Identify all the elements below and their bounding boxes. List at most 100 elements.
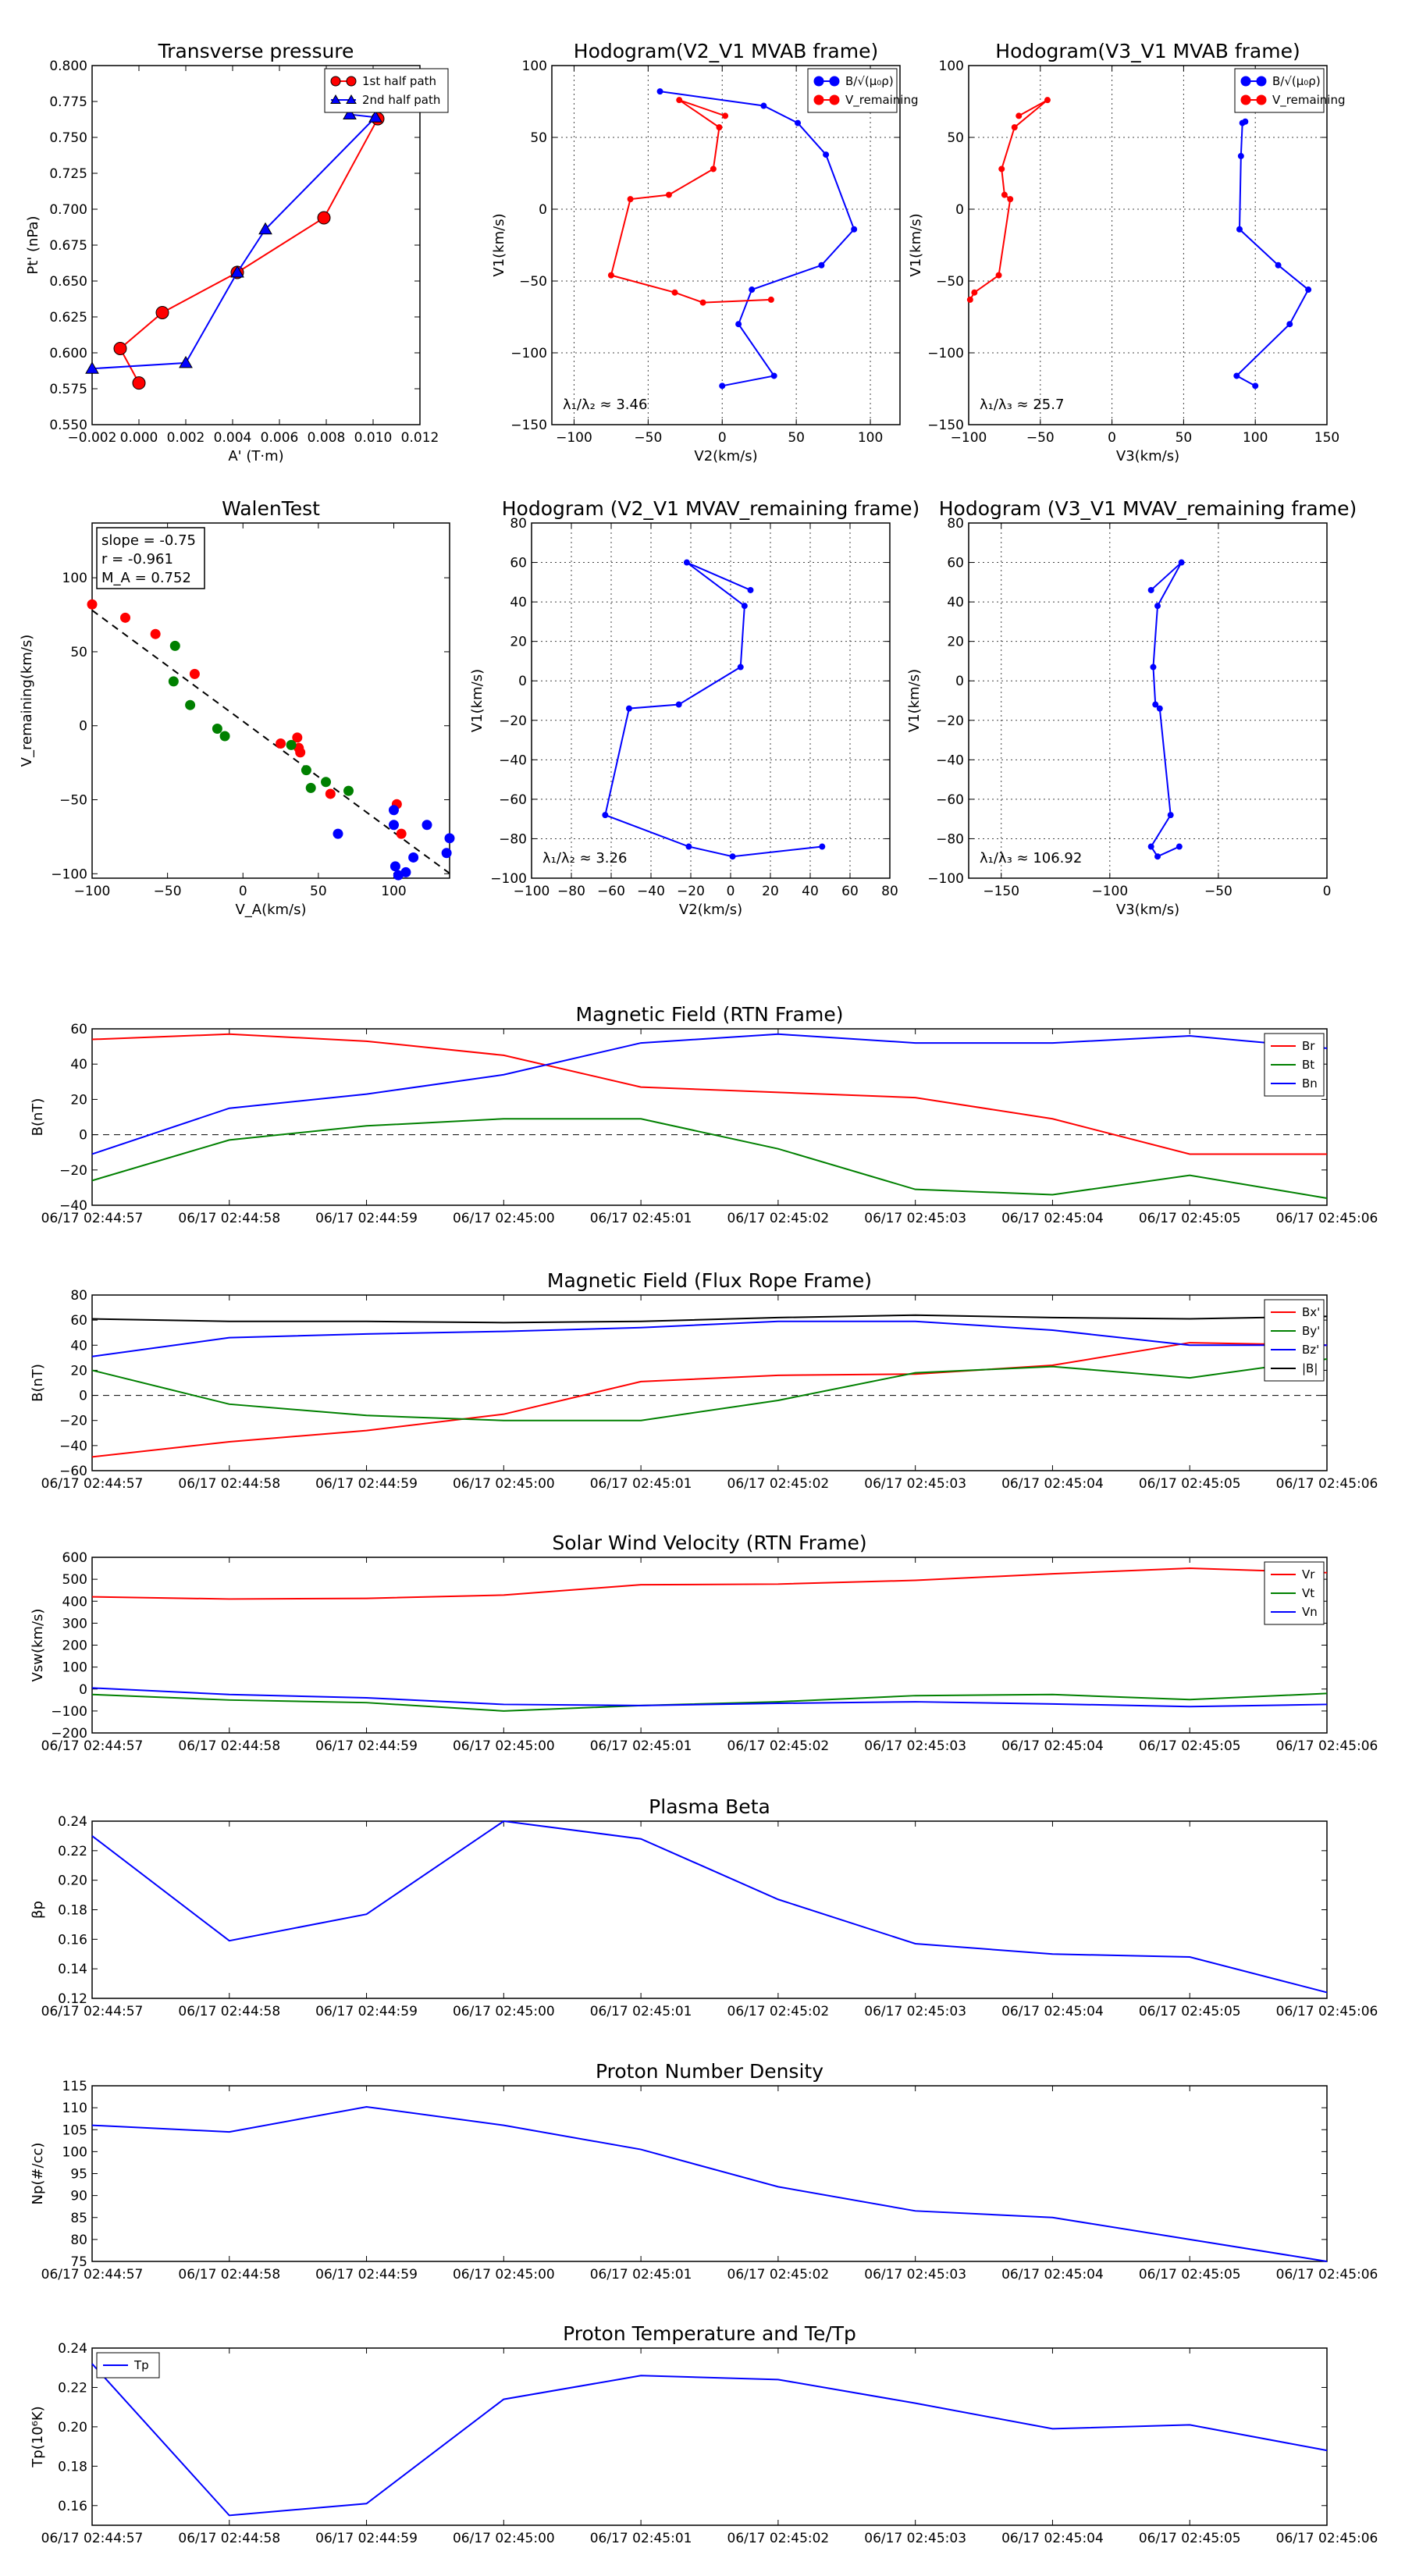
data-point: [1147, 843, 1154, 850]
axes-frame: [91, 1028, 1328, 1206]
x-tick-label: 06/17 02:44:57: [41, 2004, 144, 2019]
x-tick-label: −100: [74, 884, 111, 899]
legend-label: Vt: [1302, 1586, 1314, 1600]
data-point: [408, 852, 419, 863]
data-point: [1007, 196, 1014, 203]
series-line-0: [91, 1567, 1328, 1600]
data-point: [1239, 119, 1246, 126]
eigen-ratio-label: λ₁/λ₃ ≈ 106.92: [980, 850, 1082, 866]
x-tick-label: 06/17 02:45:03: [864, 2531, 966, 2546]
y-tick-label: −150: [927, 418, 964, 433]
x-tick-label: 0: [1108, 430, 1116, 446]
data-point: [1178, 559, 1185, 566]
y-tick-label: 0.14: [58, 1962, 87, 1977]
axes-frame: [968, 522, 1328, 879]
x-tick-label: 0.002: [167, 430, 205, 446]
x-tick-label: −20: [677, 884, 705, 899]
data-point: [113, 341, 127, 355]
y-tick-label: −60: [59, 1464, 87, 1479]
data-point: [602, 812, 609, 819]
y-tick-label: 0.700: [49, 202, 87, 218]
x-tick-label: 0.004: [214, 430, 252, 446]
y-tick-label: 100: [522, 59, 547, 74]
data-point: [1237, 152, 1244, 159]
x-tick-label: 06/17 02:45:05: [1139, 1211, 1241, 1226]
x-tick-label: 06/17 02:45:06: [1276, 2004, 1378, 2019]
legend-label: B/√(μ₀ρ): [845, 74, 894, 88]
x-tick-label: 06/17 02:45:06: [1276, 1738, 1378, 1754]
x-tick-label: −40: [637, 884, 665, 899]
y-tick-label: 40: [510, 595, 527, 610]
legend-label: Vn: [1302, 1605, 1318, 1619]
x-tick-label: 06/17 02:44:59: [315, 1738, 418, 1754]
data-point: [1305, 286, 1312, 294]
y-tick-label: 20: [70, 1092, 87, 1108]
data-point: [971, 289, 978, 296]
x-tick-label: 06/17 02:45:04: [1001, 2267, 1104, 2282]
data-point: [851, 226, 858, 233]
x-tick-label: 50: [1176, 430, 1193, 446]
data-point: [1147, 586, 1154, 593]
y-tick-label: −60: [936, 792, 964, 808]
data-point: [258, 222, 272, 235]
series-line-1: [91, 1118, 1328, 1199]
data-point: [676, 97, 683, 104]
x-tick-label: 100: [381, 884, 406, 899]
data-point: [441, 848, 452, 859]
y-tick-label: 0: [79, 1682, 87, 1698]
data-point: [749, 286, 756, 294]
y-axis-label: V1(km/s): [469, 669, 486, 732]
data-point: [1236, 226, 1243, 233]
x-tick-label: 06/17 02:45:03: [864, 1738, 966, 1754]
x-tick-label: 06/17 02:45:05: [1139, 2267, 1241, 2282]
data-point: [1011, 124, 1018, 131]
data-point: [305, 782, 316, 793]
stats-box: [96, 527, 205, 589]
x-tick-label: 0.012: [401, 430, 439, 446]
y-tick-label: −50: [936, 274, 964, 290]
y-axis-label: βp: [30, 1901, 46, 1919]
x-tick-label: 100: [1243, 430, 1268, 446]
axes-frame: [91, 1294, 1328, 1471]
chart-title: Hodogram(V3_V1 MVAB frame): [995, 40, 1300, 62]
data-point: [767, 296, 774, 303]
series-line-2: [91, 1320, 1327, 1357]
data-point: [683, 559, 690, 566]
series-line-0: [119, 118, 379, 384]
y-tick-label: −20: [59, 1163, 87, 1179]
x-tick-label: 06/17 02:45:02: [727, 1738, 830, 1754]
x-tick-label: 0: [727, 884, 735, 899]
data-point: [333, 828, 343, 839]
y-tick-label: 0.775: [49, 94, 87, 110]
legend-label: Bz': [1302, 1343, 1319, 1357]
y-tick-label: 115: [62, 2079, 87, 2094]
y-axis-label: Tp(10⁶K): [30, 2406, 46, 2467]
x-tick-label: 06/17 02:45:04: [1001, 1476, 1104, 1492]
data-point: [998, 165, 1005, 173]
y-tick-label: 400: [62, 1594, 87, 1610]
chart-beta: 0.12 0.14 0.16 0.18 0.20 0.22 0.24 06/17 02:44:…: [30, 1795, 1378, 2019]
y-tick-label: 95: [70, 2167, 87, 2183]
x-tick-label: −100: [951, 430, 987, 446]
stats-line: M_A = 0.752: [101, 570, 191, 586]
data-point: [823, 151, 830, 158]
data-point: [150, 628, 161, 639]
series-line-3: [91, 1314, 1328, 1324]
chart-title: Transverse pressure: [158, 40, 354, 62]
x-tick-label: 06/17 02:45:04: [1001, 1211, 1104, 1226]
y-tick-label: 0: [79, 1128, 87, 1144]
y-tick-label: 80: [510, 516, 527, 532]
legend-box: [324, 68, 449, 113]
chart-title: Hodogram(V2_V1 MVAB frame): [574, 40, 878, 62]
y-tick-label: −40: [59, 1198, 87, 1214]
x-axis-label: A' (T·m): [228, 448, 283, 464]
x-tick-label: 06/17 02:44:58: [178, 1211, 280, 1226]
y-tick-label: 0: [539, 202, 547, 218]
series-line-0: [660, 91, 855, 387]
x-tick-label: 06/17 02:44:58: [178, 1476, 280, 1492]
x-tick-label: 06/17 02:45:03: [864, 2267, 966, 2282]
data-point: [760, 102, 767, 109]
x-tick-label: 80: [881, 884, 898, 899]
stats-line: slope = -0.75: [101, 532, 196, 549]
y-tick-label: 500: [62, 1572, 87, 1588]
